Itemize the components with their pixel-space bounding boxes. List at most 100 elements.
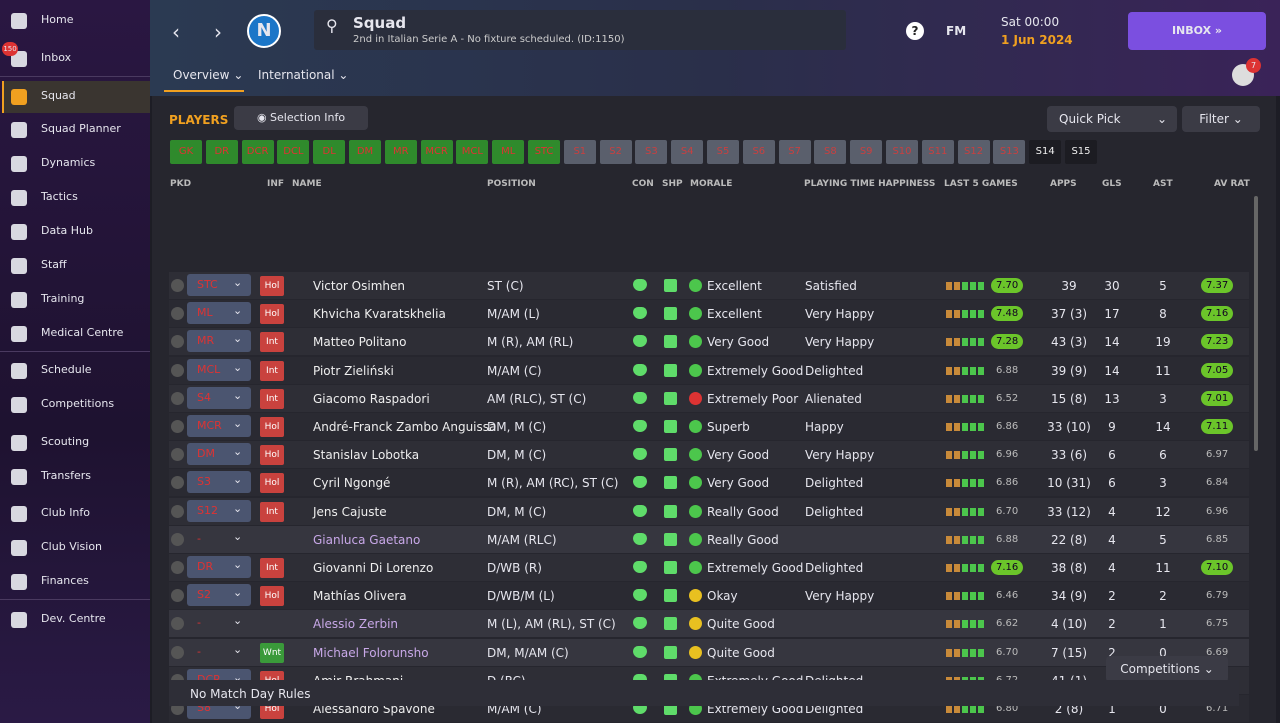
fm-logo[interactable]: FM (946, 24, 967, 38)
nav-item[interactable]: Squad (41, 89, 76, 102)
position-button[interactable]: S10 (886, 140, 918, 164)
nav-item[interactable]: Staff (41, 258, 67, 271)
last5-rating: 6.80 (996, 703, 1019, 714)
club-logo[interactable]: N (247, 14, 281, 48)
forward[interactable]: › (214, 20, 222, 44)
nav-icon (11, 506, 27, 522)
sharpness (664, 335, 677, 349)
position-button[interactable]: S8 (814, 140, 847, 164)
position-button[interactable]: S7 (778, 140, 811, 164)
position-button[interactable]: MCL (456, 140, 489, 164)
player-row[interactable]: DR ⌄ Int Giovanni Di Lorenzo D/WB (R) Extreme… (169, 554, 1249, 581)
player-row[interactable]: S12 ⌄ Int Jens Cajuste DM, M (C) Really Good D… (169, 497, 1249, 525)
position-button[interactable]: STC (528, 140, 560, 164)
position-button[interactable]: MR (384, 140, 417, 164)
form-dot (954, 423, 960, 431)
player-row[interactable]: S4 ⌄ Int Giacomo Raspadori AM (RLC), ST (C) E… (169, 384, 1249, 412)
nav-item[interactable]: Competitions (41, 397, 115, 410)
position-button[interactable]: DL (313, 140, 346, 164)
condition (633, 335, 647, 348)
select-check (171, 391, 184, 405)
player-row[interactable]: STC ⌄ Hol Victor Osimhen ST (C) Excellent Sati… (169, 272, 1249, 299)
nav-item[interactable]: Dev. Centre (41, 612, 106, 625)
position-button[interactable]: S4 (671, 140, 704, 164)
label[interactable]: Selection Info (270, 111, 346, 124)
position-button[interactable]: S3 (635, 140, 668, 164)
nav-item[interactable]: Training (41, 292, 85, 305)
nav-icon (11, 469, 27, 485)
nav-item[interactable]: Club Vision (41, 540, 103, 553)
position-button[interactable]: MCR (420, 140, 453, 164)
morale-icon (689, 532, 702, 546)
nav-item[interactable]: Data Hub (41, 224, 93, 237)
morale: Really Good (707, 532, 779, 547)
back[interactable]: ‹ (172, 20, 180, 44)
nav-item[interactable]: Squad Planner (41, 122, 121, 135)
goals: 14 (1104, 335, 1120, 350)
nav-item[interactable]: Inbox (41, 51, 72, 64)
player-name: Matteo Politano (313, 335, 407, 350)
position-button[interactable]: DCR (241, 140, 274, 164)
position-button[interactable]: DM (349, 140, 381, 164)
position-button[interactable]: S12 (957, 140, 990, 164)
player-row[interactable]: ML ⌄ Hol Khvicha Kvaratskhelia M/AM (L) Excel… (169, 300, 1249, 328)
last5-rating: 6.46 (996, 590, 1019, 602)
nav-item[interactable]: Scouting (41, 435, 90, 448)
position-button[interactable]: GK (170, 140, 202, 164)
tab-label[interactable]: International (258, 68, 335, 82)
nav-item[interactable]: Transfers (41, 469, 91, 482)
position-button[interactable]: S1 (563, 140, 596, 164)
inf: Int (260, 332, 284, 353)
player-row[interactable]: MR ⌄ Int Matteo Politano M (R), AM (RL) Very … (169, 328, 1249, 356)
position-button[interactable]: S11 (921, 140, 954, 164)
tab-label[interactable]: Overview (173, 68, 230, 82)
position-button[interactable]: ML (492, 140, 525, 164)
position-button[interactable]: S6 (742, 140, 775, 164)
nav-item[interactable]: Club Info (41, 506, 91, 519)
player-row[interactable]: S3 ⌄ Hol Cyril Ngongé M (R), AM (RC), ST (C)… (169, 469, 1249, 497)
competitions-button[interactable]: Competitions ⌄ (1106, 656, 1228, 682)
sharpness (664, 504, 677, 518)
help[interactable]: ? (906, 22, 924, 40)
player-row[interactable]: DM ⌄ Hol Stanislav Lobotka DM, M (C) Very Goo… (169, 441, 1249, 469)
position-button[interactable]: S14 (1029, 140, 1062, 164)
form-dot (962, 338, 968, 347)
player-row[interactable]: - ⌄ Alessio Zerbin M (L), AM (RL), ST (C) Qu… (169, 610, 1249, 638)
player-row[interactable]: - ⌄ Gianluca Gaetano M/AM (RLC) Really Good 6… (169, 525, 1249, 553)
select-check (171, 589, 184, 603)
tab-international[interactable]: International ⌄ (258, 68, 349, 82)
position-button[interactable]: S9 (850, 140, 883, 164)
quick-pick[interactable]: Quick Pick ⌄ (1047, 106, 1177, 132)
position-button[interactable]: DCL (277, 140, 310, 164)
nav-item[interactable]: Dynamics (41, 156, 96, 169)
inbox-button[interactable]: INBOX » (1128, 12, 1266, 50)
nav-item[interactable]: Tactics (41, 190, 78, 203)
morale: Very Good (707, 476, 770, 491)
nav-item[interactable]: Finances (41, 574, 89, 587)
nav-item[interactable]: Schedule (41, 363, 92, 376)
filter[interactable]: Filter ⌄ (1182, 106, 1260, 132)
nav-item[interactable]: Home (41, 13, 74, 26)
label[interactable]: Filter (1199, 112, 1229, 126)
tab-overview[interactable]: Overview ⌄ (173, 68, 244, 82)
player-position: M/AM (RLC) (487, 532, 557, 547)
player-row[interactable]: MCR ⌄ Hol André-Franck Zambo Anguissa DM, M … (169, 413, 1249, 440)
position-button[interactable]: S15 (1065, 140, 1097, 164)
form-dot (946, 705, 952, 713)
morale-icon (689, 420, 702, 433)
selection-info[interactable]: ◉ Selection Info (234, 106, 368, 130)
morale-icon (689, 279, 702, 292)
position-button[interactable]: DR (205, 140, 238, 164)
player-row[interactable]: - ⌄ Wnt Michael Folorunsho DM, M/AM (C) Quite… (169, 638, 1249, 666)
label[interactable]: Quick Pick (1059, 112, 1121, 126)
nav-item[interactable]: Medical Centre (41, 326, 124, 339)
form-dot (962, 282, 968, 290)
label[interactable]: Competitions (1120, 662, 1200, 676)
position-button[interactable]: S5 (707, 140, 739, 164)
player-row[interactable]: S2 ⌄ Hol Mathías Olivera D/WB/M (L) Okay Very … (169, 582, 1249, 610)
inbox-label[interactable]: INBOX (1171, 24, 1212, 37)
happiness: Happy (805, 420, 844, 434)
player-row[interactable]: MCL ⌄ Int Piotr Zieliński M/AM (C) Extremely … (169, 356, 1249, 384)
position-button[interactable]: S13 (993, 140, 1026, 164)
position-button[interactable]: S2 (599, 140, 632, 164)
